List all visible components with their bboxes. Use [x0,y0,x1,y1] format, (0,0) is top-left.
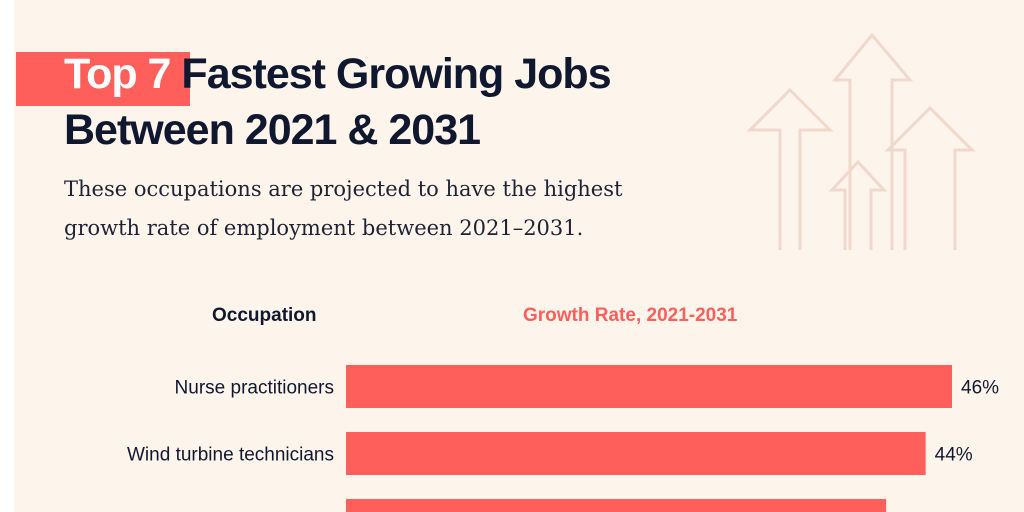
value-label: 44% [935,445,973,466]
category-label: Wind turbine technicians [127,445,334,466]
title-highlight [16,52,190,106]
growth-rate-header: Growth Rate, 2021-2031 [523,305,738,326]
chart-title-line1: Top 7 Fastest Growing Jobs [64,50,612,99]
bar-0 [346,365,952,408]
bar-1 [346,432,926,475]
value-label: 46% [961,378,999,399]
title-highlight-text: Top 7 [64,50,171,98]
chart-title-line2: Between 2021 & 2031 [64,106,481,154]
category-label: Nurse practitioners [175,378,334,399]
bar-2 [346,499,887,512]
rising-arrows-icon [746,32,976,250]
chart-subtitle: These occupations are projected to have … [64,177,623,240]
title-rest: Fastest Growing Jobs [181,50,611,98]
occupation-header: Occupation [212,305,317,326]
